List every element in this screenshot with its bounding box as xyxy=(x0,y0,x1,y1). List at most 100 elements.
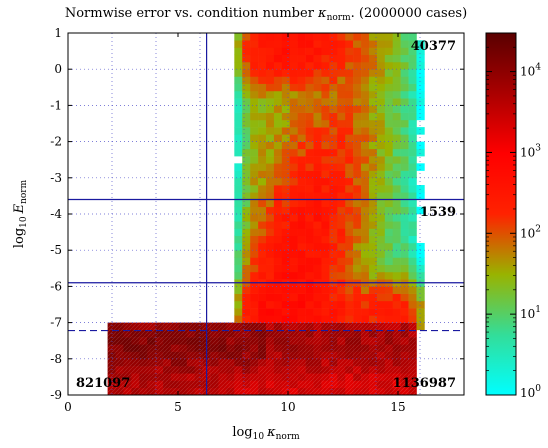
heatmap-cell xyxy=(337,242,346,251)
heatmap-cell xyxy=(297,228,306,237)
heatmap-cell xyxy=(242,257,251,265)
heatmap-cell xyxy=(408,293,417,302)
heatmap-cell xyxy=(400,293,409,302)
heatmap-cell xyxy=(384,134,394,142)
heatmap-cell xyxy=(313,69,322,77)
heatmap-cell xyxy=(408,214,417,222)
heatmap-cell xyxy=(250,83,259,92)
heatmap-cell xyxy=(329,148,338,157)
heatmap-cell xyxy=(321,54,330,63)
heatmap-cell xyxy=(361,54,370,63)
heatmap-cell xyxy=(281,300,291,309)
heatmap-cell xyxy=(416,69,425,77)
heatmap-cell xyxy=(305,300,314,309)
heatmap-cell xyxy=(321,235,330,244)
heatmap-cell xyxy=(400,83,409,92)
heatmap-cell xyxy=(400,47,409,56)
heatmap-cell xyxy=(329,308,338,316)
heatmap-cell xyxy=(258,300,267,309)
heatmap-cell xyxy=(281,156,291,164)
heatmap-cell xyxy=(361,40,370,48)
heatmap-cell xyxy=(321,83,330,92)
heatmap-cell xyxy=(361,293,370,302)
heatmap-cell xyxy=(361,112,370,121)
heatmap-cell xyxy=(313,308,322,316)
heatmap-cell xyxy=(313,300,322,309)
y-axis-label-base: 10 xyxy=(19,216,29,228)
heatmap-cell xyxy=(281,228,291,237)
heatmap-cell xyxy=(329,61,338,70)
heatmap-cell xyxy=(392,76,401,84)
heatmap-cell xyxy=(376,148,386,157)
heatmap-cell xyxy=(368,242,378,251)
heatmap-cell xyxy=(313,221,322,229)
heatmap-cell xyxy=(329,141,338,150)
heatmap-cell xyxy=(392,214,401,222)
heatmap-cell xyxy=(329,163,338,171)
heatmap-cell xyxy=(297,76,306,84)
heatmap-cell xyxy=(266,40,275,48)
heatmap-cell xyxy=(408,134,417,142)
heatmap-cell xyxy=(376,69,386,77)
heatmap-cell xyxy=(353,300,362,309)
heatmap-cell xyxy=(313,250,322,258)
heatmap-cell xyxy=(392,112,401,121)
heatmap-cell xyxy=(266,112,275,121)
heatmap-cell xyxy=(353,47,362,56)
heatmap-cell xyxy=(416,264,425,273)
heatmap-cell xyxy=(353,61,362,70)
heatmap-cell xyxy=(384,90,394,99)
heatmap-cell xyxy=(321,185,330,193)
heatmap-cell xyxy=(329,47,338,56)
heatmap-cell xyxy=(368,105,378,113)
heatmap-cell xyxy=(400,264,409,273)
heatmap-cell xyxy=(242,163,251,171)
heatmap-cell xyxy=(289,33,298,41)
heatmap-cell xyxy=(408,199,417,208)
heatmap-cell xyxy=(384,177,394,186)
heatmap-cell xyxy=(329,257,338,265)
heatmap-cell xyxy=(408,257,417,265)
heatmap-cell xyxy=(273,127,283,135)
heatmap-cell xyxy=(305,134,314,142)
heatmap-cell xyxy=(234,54,243,63)
heatmap-cell xyxy=(384,206,394,215)
heatmap-cell xyxy=(242,235,251,244)
heatmap-cell xyxy=(361,98,370,106)
heatmap-cell xyxy=(392,177,401,186)
heatmap-cell xyxy=(305,228,314,237)
heatmap-cell xyxy=(321,257,330,265)
heatmap-cell xyxy=(305,286,314,294)
heatmap-cell xyxy=(321,170,330,179)
heatmap-cell xyxy=(313,163,322,171)
heatmap-cell xyxy=(250,156,259,164)
heatmap-cell xyxy=(266,76,275,84)
heatmap-cell xyxy=(234,76,243,84)
heatmap-cell xyxy=(250,286,259,294)
heatmap-cell xyxy=(361,286,370,294)
heatmap-cell xyxy=(416,90,425,99)
heatmap-cell xyxy=(392,293,401,302)
heatmap-cell xyxy=(273,61,283,70)
heatmap-cell xyxy=(400,163,409,171)
heatmap-cell xyxy=(329,286,338,294)
chart-title-text: Normwise error vs. condition number xyxy=(65,6,318,21)
heatmap-cell xyxy=(329,185,338,193)
heatmap-cell xyxy=(234,300,243,309)
heatmap-cell xyxy=(266,206,275,215)
heatmap-cell xyxy=(242,177,251,186)
heatmap-cell xyxy=(281,119,291,128)
heatmap-cell xyxy=(289,242,298,251)
heatmap-cell xyxy=(408,308,417,316)
heatmap-cell xyxy=(400,177,409,186)
heatmap-cell xyxy=(400,170,409,179)
heatmap-cell xyxy=(368,127,378,135)
heatmap-cell xyxy=(416,127,425,135)
heatmap-cell xyxy=(273,286,283,294)
heatmap-cell xyxy=(305,54,314,63)
heatmap-cell xyxy=(313,206,322,215)
heatmap-cell xyxy=(250,177,259,186)
heatmap-cell xyxy=(258,214,267,222)
heatmap-cell xyxy=(266,228,275,237)
heatmap-cell xyxy=(329,98,338,106)
